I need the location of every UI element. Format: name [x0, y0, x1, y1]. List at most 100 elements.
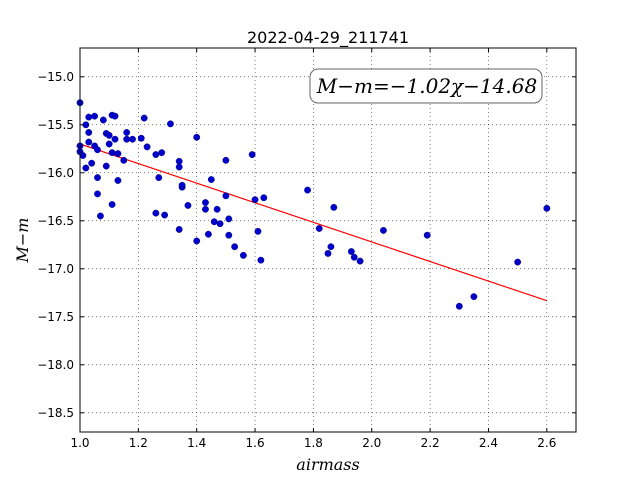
data-point	[175, 157, 183, 165]
data-point	[175, 163, 183, 171]
data-point	[380, 226, 387, 234]
data-point	[158, 149, 166, 157]
x-ticks: 1.0 1.2 1.4 1.6 1.8 2.0 2.2 2.4 2.6	[70, 48, 556, 450]
annotation-text: M−m=−1.02χ−14.68	[316, 74, 537, 98]
x-tick-label: 2.0	[362, 436, 381, 450]
data-point	[216, 220, 224, 228]
fit-annotation: M−m=−1.02χ−14.68	[309, 68, 543, 104]
x-axis-label: airmass	[296, 455, 359, 474]
data-point	[97, 212, 104, 220]
data-point	[111, 135, 119, 143]
y-tick-label: −16.5	[37, 214, 74, 228]
data-point	[123, 135, 131, 143]
data-point	[239, 251, 247, 259]
y-tick-label: −16.0	[37, 166, 74, 180]
data-point	[315, 225, 323, 232]
data-point	[167, 120, 174, 128]
data-point	[543, 204, 551, 212]
y-tick-label: −15.0	[37, 70, 74, 84]
data-point	[257, 256, 265, 264]
x-tick-label: 2.2	[421, 436, 440, 450]
data-point	[423, 231, 431, 239]
data-point	[85, 129, 93, 136]
data-point	[85, 113, 93, 121]
grid	[79, 48, 576, 432]
data-point	[85, 138, 93, 146]
data-point	[202, 205, 209, 213]
y-tick-label: −18.0	[37, 358, 74, 372]
data-point	[356, 257, 364, 265]
data-point	[94, 190, 101, 198]
data-point	[213, 205, 221, 213]
annotation-box	[309, 68, 543, 104]
y-axis-label: M−m	[13, 218, 32, 264]
x-tick-label: 1.6	[246, 436, 265, 450]
y-ticks: −15.0 −15.5 −16.0 −16.5 −17.0 −17.5 −18.0 −18.5	[37, 70, 576, 420]
data-point	[140, 114, 148, 122]
data-point	[193, 133, 201, 141]
y-tick-label: −18.5	[37, 406, 74, 420]
data-point	[222, 192, 230, 200]
data-point	[207, 176, 215, 183]
data-point	[143, 143, 151, 151]
data-point	[470, 293, 478, 301]
data-point	[114, 150, 122, 158]
data-point	[91, 112, 98, 120]
data-point	[105, 131, 113, 139]
data-point	[347, 248, 355, 255]
data-point	[210, 218, 218, 226]
data-point	[108, 201, 116, 208]
data-point	[152, 151, 160, 158]
data-point	[105, 140, 113, 148]
data-point	[225, 231, 233, 239]
x-tick-label: 1.4	[187, 436, 206, 450]
data-point	[102, 162, 110, 170]
x-tick-label: 1.8	[304, 436, 323, 450]
data-point	[327, 243, 335, 251]
data-point	[178, 181, 186, 189]
data-point	[82, 164, 90, 172]
data-point	[155, 174, 163, 182]
data-point	[324, 250, 332, 257]
y-tick-label: −17.0	[37, 262, 74, 276]
plot-frame	[79, 47, 577, 433]
data-points	[76, 99, 551, 310]
data-point	[248, 151, 256, 158]
fit-line	[79, 143, 548, 302]
data-point	[231, 243, 239, 251]
x-tick-label: 1.2	[129, 436, 148, 450]
data-point	[123, 129, 131, 136]
data-point	[129, 135, 136, 143]
data-point	[251, 196, 259, 204]
data-point	[514, 258, 522, 266]
x-tick-label: 1.0	[70, 436, 89, 450]
data-point	[455, 302, 463, 310]
chart-title: 2022-04-29_211741	[247, 28, 409, 48]
data-point	[161, 211, 169, 219]
data-point	[260, 194, 268, 202]
data-point	[193, 237, 201, 245]
data-point	[88, 159, 96, 167]
data-point	[108, 149, 116, 157]
fit-line-group	[79, 143, 548, 302]
data-point	[204, 230, 212, 238]
data-point	[137, 134, 145, 142]
y-tick-label: −17.5	[37, 310, 74, 324]
y-tick-label: −15.5	[37, 118, 74, 132]
data-point	[330, 203, 338, 211]
data-point	[152, 209, 160, 217]
data-point	[114, 177, 122, 184]
data-point	[175, 226, 183, 233]
data-point	[184, 202, 192, 209]
x-tick-label: 2.4	[479, 436, 498, 450]
data-point	[79, 152, 87, 159]
data-point	[99, 116, 107, 124]
data-point	[202, 199, 209, 206]
x-tick-label: 2.6	[537, 436, 556, 450]
data-point	[304, 186, 311, 194]
data-point	[222, 156, 230, 164]
data-point	[225, 215, 233, 223]
data-point	[94, 146, 101, 154]
data-point	[120, 156, 128, 164]
